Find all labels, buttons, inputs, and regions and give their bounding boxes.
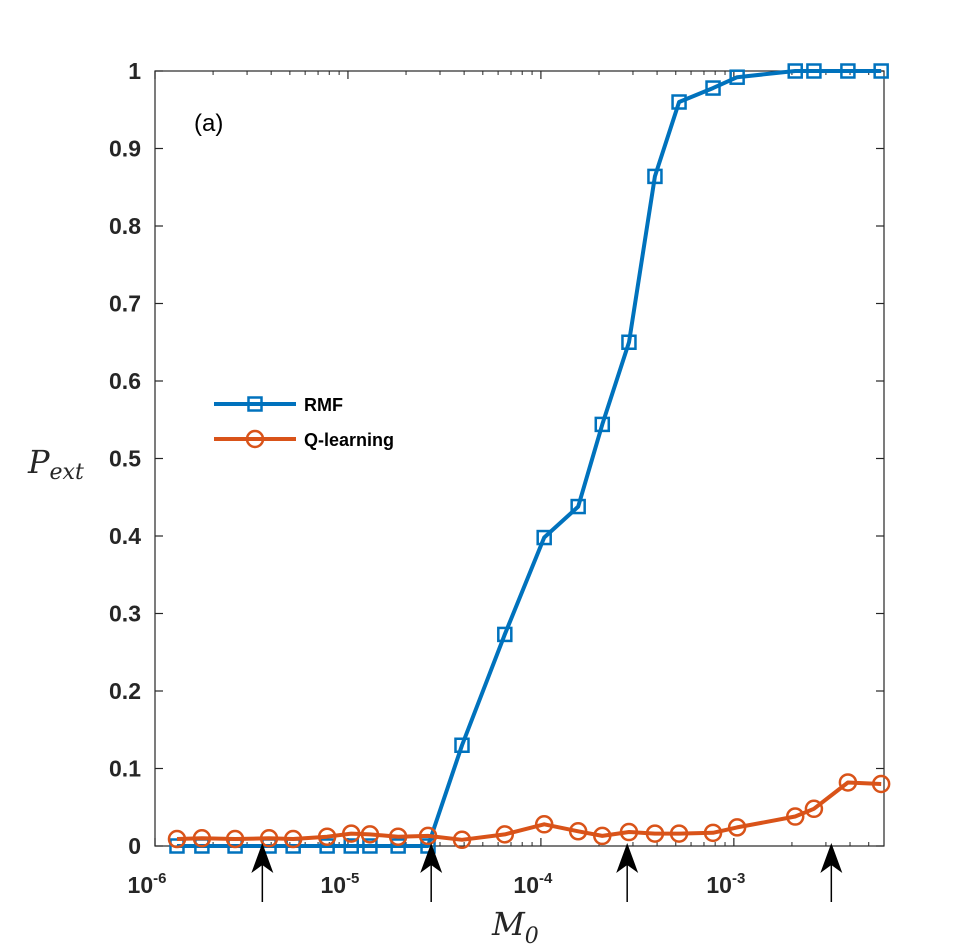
legend-item-qlearning: Q-learning (214, 429, 394, 450)
data-point-qlearning (619, 822, 639, 842)
up-arrow (616, 843, 639, 902)
data-point-rmf (621, 334, 637, 350)
data-point-qlearning (804, 799, 824, 819)
data-point-rmf (497, 626, 513, 643)
data-point-qlearning (259, 829, 279, 848)
up-arrow (820, 843, 843, 902)
up-arrow-head (420, 843, 443, 873)
y-tick-label: 0 (128, 833, 141, 859)
data-point-qlearning (534, 815, 554, 834)
panel-annotation: (a) (194, 110, 223, 137)
data-point-qlearning (669, 824, 689, 843)
data-point-qlearning (167, 829, 187, 849)
data-point-qlearning (645, 824, 665, 843)
series-line-qlearning (176, 780, 882, 842)
data-point-qlearning (871, 774, 891, 794)
data-point-rmf (570, 498, 586, 515)
x-tick-label: 10-4 (513, 870, 553, 898)
data-point-rmf (671, 94, 687, 110)
x-axis-label: M0 (491, 905, 539, 949)
y-tick-label: 0.7 (109, 291, 141, 317)
data-point-rmf (647, 168, 663, 185)
data-point-rmf (705, 80, 721, 96)
data-point-qlearning (495, 825, 515, 844)
x-axis-label-main: M (491, 905, 526, 943)
data-point-qlearning (838, 773, 858, 792)
data-point-rmf (806, 63, 822, 79)
data-point-rmf (319, 838, 335, 854)
data-point-rmf (454, 737, 470, 753)
data-point-qlearning (727, 818, 747, 837)
y-tick-label: 0.3 (109, 601, 141, 627)
up-arrow-head (616, 843, 639, 873)
data-point-rmf (169, 838, 185, 854)
data-point-qlearning (388, 827, 408, 846)
legend-item-rmf: RMF (214, 395, 343, 415)
data-point-rmf (536, 529, 552, 546)
up-arrow (420, 843, 443, 902)
data-point-qlearning (703, 823, 723, 843)
y-tick-label: 0.6 (109, 368, 141, 394)
data-point-qlearning (593, 826, 612, 846)
data-point-rmf (594, 416, 611, 433)
y-tick-label: 0.2 (109, 678, 141, 704)
x-tick-label: 10-6 (128, 870, 167, 898)
data-point-rmf (873, 63, 889, 79)
y-tick-label: 0.9 (109, 136, 141, 162)
data-point-qlearning (283, 829, 303, 849)
data-point-qlearning (785, 807, 805, 826)
axis-ticks (154, 70, 885, 847)
x-axis-label-sub: 0 (525, 924, 539, 949)
x-tick-label: 10-5 (320, 870, 359, 898)
series-layer (167, 63, 891, 854)
y-axis-label: Pext (27, 443, 84, 485)
data-point-rmf (343, 838, 359, 854)
data-point-rmf (840, 63, 856, 79)
data-point-rmf (362, 838, 378, 854)
y-axis-label-main: P (27, 443, 50, 481)
data-point-rmf (729, 69, 745, 85)
y-axis-label-sub: ext (50, 460, 84, 485)
data-point-qlearning (568, 822, 588, 841)
legend-label-qlearning: Q-learning (304, 430, 394, 450)
data-point-qlearning (341, 824, 361, 843)
data-point-qlearning (452, 830, 472, 850)
data-point-rmf (390, 838, 406, 854)
y-tick-label: 0.1 (109, 756, 141, 782)
up-arrow-head (251, 843, 274, 873)
data-point-qlearning (418, 826, 438, 846)
y-tick-label: 0.5 (109, 446, 141, 472)
data-point-qlearning (225, 829, 245, 849)
data-point-qlearning (192, 829, 212, 848)
arrow-annotations (251, 843, 843, 902)
data-point-rmf (787, 63, 803, 79)
legend-label-rmf: RMF (304, 395, 343, 415)
data-point-qlearning (360, 825, 380, 844)
y-tick-label: 1 (128, 58, 141, 84)
y-tick-label: 0.8 (109, 213, 141, 239)
y-tick-labels: 0 0.1 0.2 0.3 0.4 0.5 0.6 0.7 0.8 0.9 1 (109, 58, 141, 859)
x-tick-labels: 10-6 10-5 10-4 10-3 (128, 870, 746, 898)
legend: RMF Q-learning (214, 395, 394, 450)
plot-frame (154, 70, 885, 847)
data-point-qlearning (317, 827, 337, 846)
series-line-rmf (177, 69, 882, 848)
up-arrow-head (820, 843, 843, 873)
x-tick-label: 10-3 (706, 870, 745, 898)
y-tick-label: 0.4 (109, 523, 141, 549)
up-arrow (251, 843, 274, 902)
